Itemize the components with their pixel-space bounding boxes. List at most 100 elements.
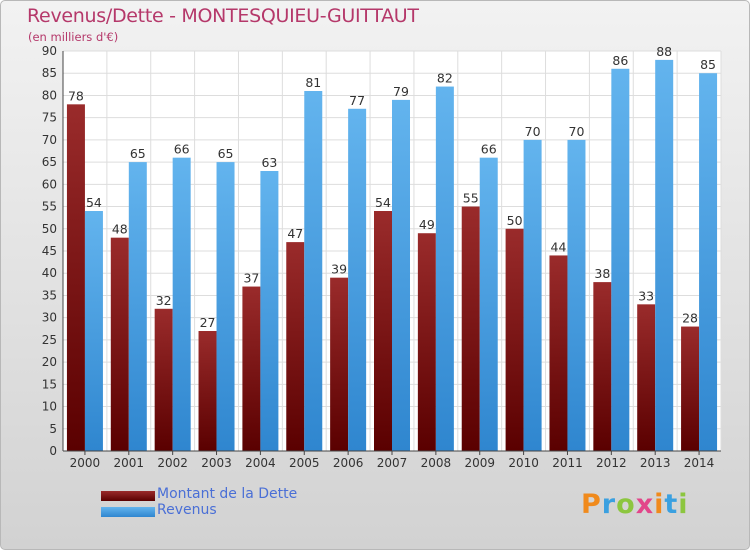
y-tick-label: 60: [42, 177, 57, 191]
proxiti-logo: Proxiti: [581, 489, 689, 520]
debt-bar: [198, 331, 217, 451]
y-tick-label: 70: [42, 133, 57, 147]
x-tick-label: 2009: [464, 456, 495, 470]
x-tick-label: 2000: [70, 456, 101, 470]
x-tick-label: 2007: [377, 456, 408, 470]
y-tick-label: 75: [42, 111, 57, 125]
revenue-value-label: 88: [656, 44, 672, 59]
debt-bar: [505, 228, 524, 451]
y-tick-label: 35: [42, 288, 57, 302]
x-tick-label: 2008: [421, 456, 452, 470]
debt-value-label: 33: [638, 288, 654, 303]
x-tick-label: 2010: [508, 456, 539, 470]
revenue-bar: [172, 157, 191, 451]
y-tick-label: 80: [42, 88, 57, 102]
chart-title: Revenus/Dette - MONTESQUIEU-GUITTAUT: [27, 5, 419, 27]
y-tick-label: 30: [42, 311, 57, 325]
revenue-bar: [567, 139, 586, 451]
y-tick-label: 85: [42, 66, 57, 80]
revenue-bar: [84, 211, 103, 451]
x-tick-label: 2005: [289, 456, 320, 470]
legend-label-revenue: Revenus: [157, 502, 217, 518]
revenue-bar: [392, 99, 410, 451]
y-tick-label: 45: [42, 244, 57, 258]
chart-subtitle: (en milliers d'€): [28, 30, 119, 44]
revenue-value-label: 65: [218, 146, 234, 161]
revenue-bar: [216, 162, 235, 451]
revenue-value-label: 63: [261, 155, 277, 170]
revenue-value-label: 86: [612, 53, 628, 68]
debt-value-label: 27: [200, 315, 216, 330]
y-tick-label: 90: [42, 44, 57, 58]
x-tick-label: 2012: [596, 456, 627, 470]
debt-value-label: 47: [287, 226, 303, 241]
debt-bar: [286, 242, 305, 451]
y-tick-label: 25: [42, 333, 57, 347]
revenue-bar: [260, 171, 279, 451]
revenue-value-label: 85: [700, 57, 716, 72]
debt-value-label: 78: [68, 88, 84, 103]
debt-value-label: 37: [243, 271, 259, 286]
debt-value-label: 50: [507, 213, 523, 228]
x-tick-label: 2004: [245, 456, 276, 470]
y-tick-label: 50: [42, 222, 57, 236]
revenue-value-label: 66: [481, 142, 497, 157]
debt-bar: [549, 255, 568, 451]
revenue-bar: [655, 59, 674, 452]
y-tick-label: 5: [49, 422, 57, 436]
debt-bar: [242, 286, 261, 451]
debt-bar: [593, 282, 612, 451]
legend-label-debt: Montant de la Dette: [157, 486, 298, 502]
debt-bar: [66, 104, 85, 451]
y-tick-label: 55: [42, 200, 57, 214]
y-tick-label: 40: [42, 266, 57, 280]
legend-swatch-revenue: [101, 507, 155, 517]
x-tick-label: 2001: [114, 456, 145, 470]
debt-bar: [681, 326, 700, 451]
debt-value-label: 54: [375, 195, 391, 210]
revenue-value-label: 81: [305, 75, 321, 90]
debt-value-label: 49: [419, 217, 435, 232]
revenue-bar: [479, 157, 498, 451]
debt-value-label: 48: [112, 222, 128, 237]
revenue-bar: [611, 68, 630, 452]
revenue-value-label: 82: [437, 71, 453, 86]
y-tick-label: 15: [42, 377, 57, 391]
y-tick-label: 0: [49, 444, 57, 458]
revenue-bar: [348, 108, 367, 452]
y-tick-label: 20: [42, 355, 57, 369]
revenue-bar: [128, 162, 147, 451]
debt-value-label: 39: [331, 262, 347, 277]
x-tick-label: 2013: [640, 456, 671, 470]
revenue-value-label: 65: [130, 146, 146, 161]
revenue-bar: [435, 86, 454, 452]
debt-value-label: 32: [156, 293, 172, 308]
revenue-value-label: 54: [86, 195, 102, 210]
revenue-bar: [304, 91, 323, 451]
debt-bar: [110, 237, 129, 451]
debt-bar: [154, 308, 173, 451]
revenue-value-label: 77: [349, 93, 365, 108]
debt-value-label: 44: [551, 239, 567, 254]
revenue-value-label: 70: [569, 124, 585, 139]
x-tick-label: 2006: [333, 456, 364, 470]
debt-bar: [461, 206, 480, 451]
debt-bar: [637, 304, 656, 451]
x-tick-label: 2003: [201, 456, 232, 470]
revenue-bar: [699, 73, 718, 451]
debt-value-label: 28: [682, 311, 698, 326]
x-tick-label: 2014: [684, 456, 715, 470]
debt-bar: [374, 211, 392, 451]
revenue-bar: [523, 139, 542, 451]
x-tick-label: 2002: [157, 456, 188, 470]
y-tick-label: 10: [42, 400, 57, 414]
debt-bar: [330, 277, 349, 451]
debt-value-label: 38: [594, 266, 610, 281]
debt-value-label: 55: [463, 191, 479, 206]
revenue-value-label: 66: [174, 142, 190, 157]
revenue-value-label: 70: [525, 124, 541, 139]
legend-swatch-debt: [101, 491, 155, 501]
y-tick-label: 65: [42, 155, 57, 169]
